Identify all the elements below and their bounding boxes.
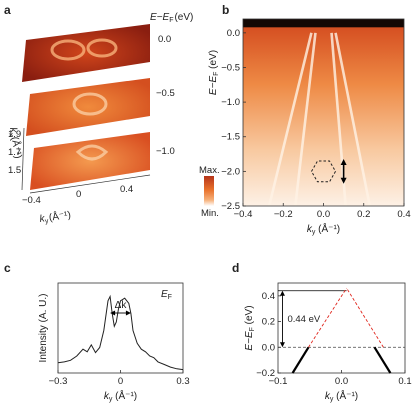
delta-k-label: Δk: [115, 300, 128, 311]
x-tick-label: 0.0: [317, 209, 330, 220]
fermi-contour: [50, 39, 86, 61]
fermi-contour: [86, 38, 118, 58]
constant-energy-contour: [72, 92, 108, 116]
x-tick-label: 0.2: [357, 209, 370, 220]
y-tick-label: 0.0: [227, 28, 240, 39]
band-dispersion: [334, 32, 372, 207]
linear-extrapolation: [308, 287, 347, 348]
arrow-head: [279, 290, 285, 296]
y-tick-label: −1.5: [221, 132, 240, 143]
kspace-slice-2: [30, 132, 150, 190]
x-axis-label: ky (Å⁻¹): [104, 389, 137, 403]
kx-axis-label: kx(Å⁻¹): [6, 126, 25, 159]
kx-tick: 1.5: [8, 165, 21, 176]
y-tick-label: 0.0: [262, 342, 275, 353]
band-dispersion: [294, 32, 317, 207]
panel-a: a E−EF(eV) 0.0 −0.5 −1.0 1.9 1.7 1.5 kx(…: [4, 3, 220, 226]
panel-b-heatmap: [243, 19, 404, 206]
band-dispersion: [267, 32, 313, 207]
x-tick-label: 0: [118, 376, 123, 387]
kx-axis: [21, 127, 25, 191]
y-axis-label: Intensity (A. U.): [38, 294, 49, 363]
y-tick-label: 0.4: [262, 291, 275, 302]
x-tick-label: −0.3: [49, 376, 68, 387]
panel-letter-b: b: [222, 3, 229, 17]
ky-tick: 0.4: [120, 184, 133, 195]
colorbar-min: Min.: [201, 208, 219, 219]
kx-tick: 1.9: [8, 129, 21, 140]
x-axis-label: ky (Å⁻¹): [307, 222, 340, 236]
x-tick-label: 0.0: [335, 376, 348, 387]
panel-b: b −0.4 −0.2 0.0 0.2 0.4 0.0 −0.5 −1.0 −1.5 −2.0 −2…: [208, 3, 411, 236]
arrow-head: [125, 310, 131, 316]
kspace-slice-1: [26, 78, 150, 136]
fermi-level-label: EF: [161, 289, 172, 301]
x-tick-label: −0.2: [274, 209, 293, 220]
panel-a-energy-label: E−EF(eV): [150, 12, 193, 24]
y-axis-label: E−EF (eV): [208, 50, 220, 95]
gap-label: 0.44 eV: [287, 314, 320, 325]
x-tick-label: 0.4: [397, 209, 410, 220]
linear-extrapolation: [346, 287, 384, 348]
ky-axis-label: ky(Å⁻¹): [39, 208, 72, 226]
constant-energy-contour: [75, 144, 109, 161]
panel-c: c −0.3 0 0.3 Δk EF ky (Å⁻¹) Intensity (A. U.): [4, 261, 190, 403]
x-tick-label: 0.3: [176, 376, 189, 387]
y-tick-label: −2.0: [221, 166, 240, 177]
colorbar: [204, 176, 214, 206]
x-axis-label: ky (Å⁻¹): [325, 389, 358, 403]
y-tick-label: −0.5: [221, 62, 240, 73]
y-tick-label: −1.0: [221, 97, 240, 108]
arrow-head: [340, 158, 347, 165]
ky-tick: −0.4: [22, 195, 41, 206]
x-tick-label: −0.4: [234, 209, 253, 220]
y-axis-label: E−EF (eV): [244, 305, 256, 350]
kspace-slice-0: [22, 24, 150, 82]
ky-tick: 0: [76, 189, 81, 200]
x-tick-label: 0.1: [398, 376, 411, 387]
above-fermi-region: [243, 19, 404, 28]
slice-label-1: −0.5: [156, 88, 175, 99]
panel-letter-d: d: [232, 261, 239, 275]
y-tick-label: −2.5: [221, 201, 240, 212]
y-tick-label: −0.2: [256, 368, 275, 379]
kx-tick: 1.7: [8, 147, 21, 158]
panel-d: d 0.44 eV −0.1 0.0 0.1 0.4 0.2 0.0 −0.2 ky (Å⁻¹)…: [232, 261, 412, 403]
x-tick-label: −0.1: [269, 376, 288, 387]
panel-letter-a: a: [4, 3, 11, 17]
band-segment: [373, 346, 392, 374]
slice-label-0: 0.0: [158, 34, 171, 45]
band-segment: [291, 346, 310, 374]
ky-axis: [29, 174, 151, 194]
arrow-head: [279, 342, 285, 348]
panel-letter-c: c: [4, 261, 11, 275]
y-tick-label: 0.2: [262, 317, 275, 328]
brillouin-hexagon: [310, 160, 337, 183]
mdc-curve: [57, 294, 184, 371]
arrow-head: [110, 310, 116, 316]
arrow-head: [340, 177, 347, 184]
slice-label-2: −1.0: [156, 146, 175, 157]
colorbar-max: Max.: [199, 165, 220, 176]
